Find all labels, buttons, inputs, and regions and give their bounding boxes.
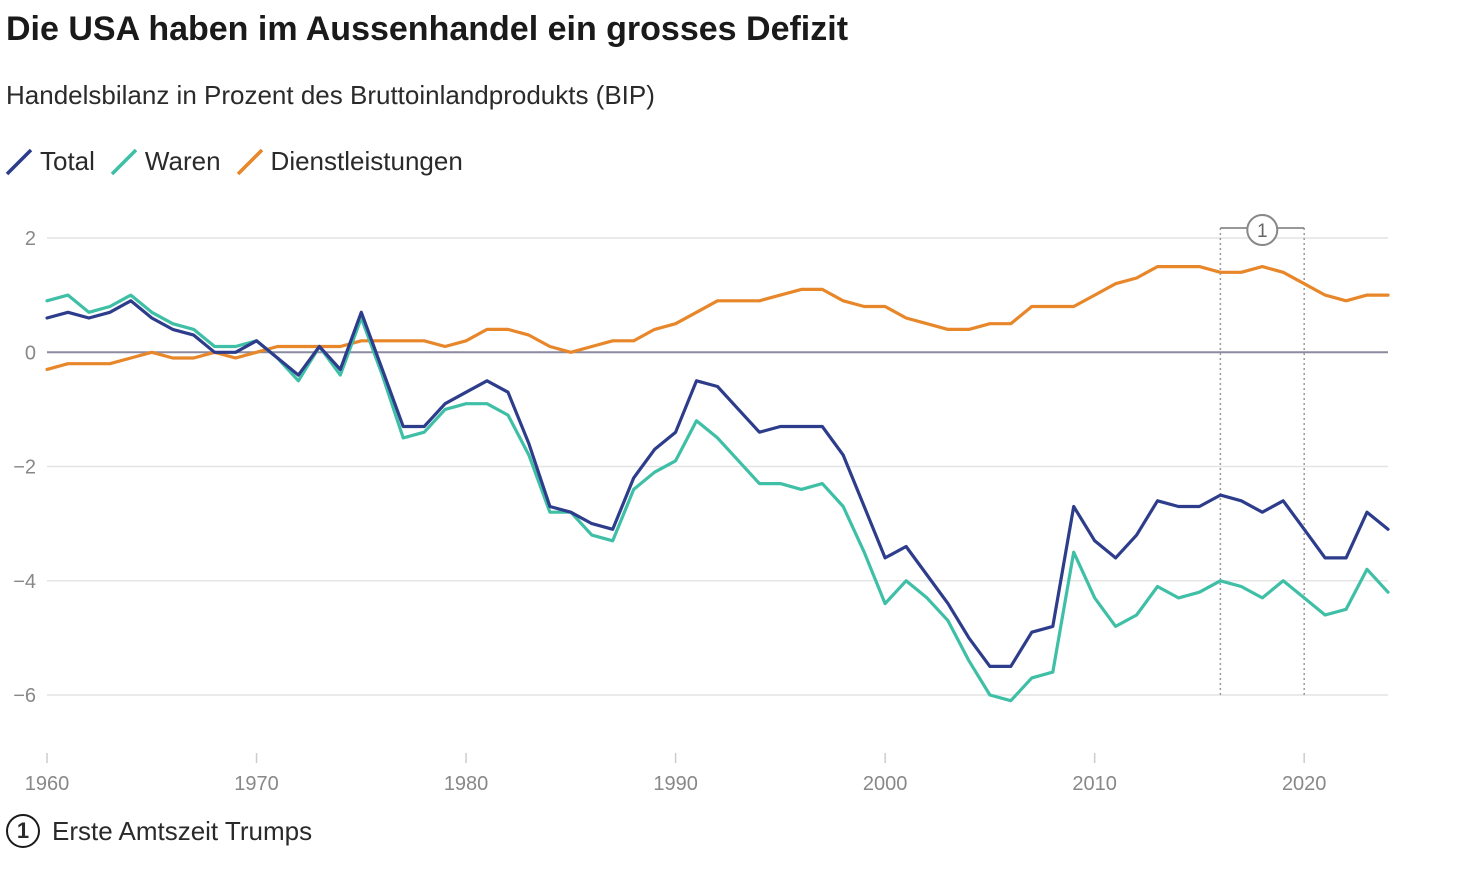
series-line-total bbox=[45, 299, 1390, 668]
y-tick-label: −2 bbox=[13, 457, 36, 479]
legend-swatch-total bbox=[5, 148, 33, 175]
x-tick-label: 2010 bbox=[1072, 773, 1117, 795]
legend-item-total: Total bbox=[4, 146, 95, 177]
footnote-label: Erste Amtszeit Trumps bbox=[52, 815, 313, 846]
line-chart: 1 2 0 −2 −4 −6 1960 1970 1980 1990 2000 2010 2020 bbox=[13, 214, 1390, 795]
series-lines bbox=[45, 265, 1390, 703]
y-tick-label: 0 bbox=[25, 342, 36, 364]
x-tick-label: 1960 bbox=[25, 773, 70, 795]
y-tick-label: −6 bbox=[13, 685, 36, 707]
x-tick-label: 1990 bbox=[653, 773, 698, 795]
series-line-dienstleistungen bbox=[45, 265, 1390, 371]
y-tick-label: −4 bbox=[13, 571, 36, 593]
legend-label-waren: Waren bbox=[144, 146, 221, 176]
chart-subtitle: Handelsbilanz in Prozent des Bruttoinlan… bbox=[6, 80, 655, 110]
legend-label-total: Total bbox=[40, 146, 95, 176]
y-axis-labels: 2 0 −2 −4 −6 bbox=[13, 228, 36, 707]
annotation-badge-number: 1 bbox=[1257, 221, 1268, 242]
footnote-number-badge: 1 bbox=[6, 814, 40, 848]
trump-term-annotation: 1 bbox=[1219, 214, 1305, 697]
legend-item-waren: Waren bbox=[109, 146, 221, 177]
legend-swatch-waren bbox=[110, 148, 138, 175]
footnote: 1 Erste Amtszeit Trumps bbox=[6, 814, 312, 848]
legend-swatch-dienstleistungen bbox=[236, 148, 263, 175]
legend-item-dienstleistungen: Dienstleistungen bbox=[235, 146, 463, 177]
legend: Total Waren Dienstleistungen bbox=[4, 146, 477, 177]
x-tick-label: 2000 bbox=[863, 773, 908, 795]
x-tick-label: 1970 bbox=[234, 773, 279, 795]
x-axis: 1960 1970 1980 1990 2000 2010 2020 bbox=[25, 753, 1327, 795]
x-tick-label: 1980 bbox=[444, 773, 489, 795]
legend-label-dienstleistungen: Dienstleistungen bbox=[270, 146, 463, 176]
gridlines bbox=[47, 237, 1388, 696]
y-tick-label: 2 bbox=[25, 228, 36, 250]
chart-title: Die USA haben im Aussenhandel ein grosse… bbox=[6, 10, 849, 48]
annotation-badge bbox=[1246, 214, 1279, 246]
x-tick-label: 2020 bbox=[1282, 773, 1327, 795]
